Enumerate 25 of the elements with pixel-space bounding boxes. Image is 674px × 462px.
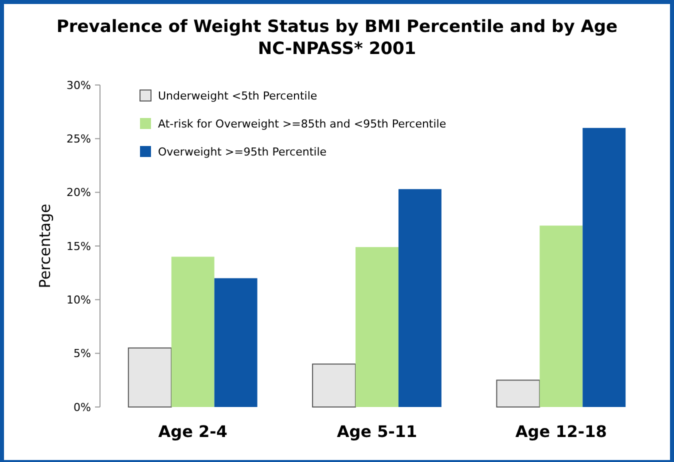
- y-tick-label: 20%: [66, 186, 91, 200]
- x-tick-label: Age 2-4: [158, 422, 228, 441]
- bar: [398, 189, 442, 407]
- y-tick-label: 0%: [74, 400, 91, 414]
- chart-title: Prevalence of Weight Status by BMI Percentile and by Age: [56, 17, 618, 37]
- legend-label: At-risk for Overweight >=85th and <95th Percentile: [158, 117, 446, 130]
- bar: [356, 247, 398, 407]
- y-tick-label: 10%: [66, 294, 91, 307]
- y-tick-label: 15%: [66, 240, 91, 253]
- bar: [171, 256, 214, 407]
- chart-subtitle: NC-NPASS* 2001: [258, 39, 416, 59]
- bar: [128, 347, 172, 408]
- bar: [496, 380, 540, 408]
- bar: [540, 226, 583, 407]
- bar: [214, 278, 258, 407]
- bar: [582, 128, 626, 407]
- y-axis-title: Percentage: [36, 204, 54, 288]
- y-tick-label: 25%: [66, 132, 91, 146]
- bar: [312, 364, 356, 408]
- legend-label: Underweight <5th Percentile: [158, 89, 318, 102]
- y-tick-label: 30%: [66, 78, 91, 92]
- legend-label: Overweight >=95th Percentile: [158, 145, 327, 158]
- x-tick-label: Age 12-18: [515, 422, 607, 441]
- x-tick-label: Age 5-11: [336, 422, 418, 441]
- y-tick-label: 5%: [74, 347, 91, 360]
